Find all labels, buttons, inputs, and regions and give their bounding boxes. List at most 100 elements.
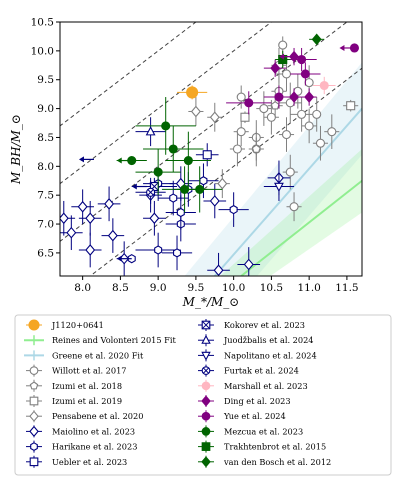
legend-label: Reines and Volonteri 2015 Fit — [52, 335, 176, 345]
data-point — [209, 111, 220, 124]
legend-label: Napolitano et al. 2024 — [224, 350, 317, 360]
data-point — [281, 69, 292, 79]
data-point — [315, 138, 326, 148]
x-tick-label: 8.5 — [112, 282, 129, 294]
data-point — [29, 425, 39, 437]
data-point — [201, 456, 211, 468]
fit-line — [240, 179, 362, 276]
data-point — [153, 167, 163, 177]
data-point — [259, 104, 269, 114]
data-points — [60, 33, 360, 276]
x-tick-label: 8.0 — [74, 282, 91, 294]
legend-label: Furtak et al. 2024 — [224, 366, 299, 376]
data-point — [312, 109, 322, 119]
data-point — [274, 182, 284, 193]
y-tick-label: 10.0 — [31, 45, 54, 57]
data-point — [201, 334, 211, 344]
y-tick-label: 7.5 — [37, 190, 54, 202]
data-point — [209, 195, 220, 207]
data-point — [107, 229, 118, 242]
data-point — [29, 366, 39, 375]
data-point — [201, 351, 211, 361]
data-point — [85, 244, 96, 256]
data-point — [190, 105, 201, 118]
dashed-line — [60, 22, 273, 185]
marker-cross — [202, 367, 210, 374]
legend-label: Greene et al. 2020 Fit — [52, 350, 144, 360]
limit-arrowhead — [131, 183, 137, 190]
dashed-line — [60, 22, 348, 242]
legend-label: Pensabene et al. 2020 — [52, 411, 143, 421]
legend-label: Izumi et al. 2019 — [52, 396, 122, 406]
data-point — [28, 319, 40, 331]
x-tick-label: 9.5 — [188, 282, 205, 294]
data-point — [232, 144, 242, 154]
data-point — [29, 381, 39, 390]
data-point — [201, 442, 211, 451]
data-point — [285, 167, 295, 177]
y-tick-label: 9.5 — [37, 74, 54, 86]
limit-arrowhead — [116, 255, 122, 262]
data-point — [251, 144, 261, 153]
y-tick-label: 6.5 — [37, 247, 54, 259]
data-point — [327, 127, 337, 137]
fit-line — [214, 107, 362, 276]
y-tick-label: 9.0 — [37, 103, 54, 115]
y-tick-label: 10.5 — [31, 17, 54, 29]
data-point — [195, 184, 205, 194]
legend-label: Maiolino et al. 2023 — [52, 426, 135, 436]
data-point — [149, 212, 160, 225]
data-point — [201, 395, 211, 407]
data-point — [236, 92, 246, 102]
data-point — [66, 226, 77, 239]
data-point — [266, 112, 276, 122]
x-axis-ticks: 8.0 8.5 9.0 9.5 10.0 10.5 11.0 11.5 — [74, 276, 359, 294]
legend-label: Ding et al. 2023 — [224, 396, 291, 406]
data-point — [29, 457, 39, 467]
data-point — [154, 245, 163, 255]
data-point — [176, 207, 185, 218]
data-point — [104, 197, 115, 210]
data-point — [229, 204, 238, 215]
data-point — [186, 86, 199, 99]
data-point — [201, 411, 211, 421]
data-point — [270, 62, 281, 75]
data-point — [168, 144, 178, 154]
data-point — [183, 155, 193, 166]
fit-band — [184, 62, 362, 276]
data-point — [201, 381, 211, 391]
plot-frame — [59, 21, 363, 277]
x-tick-label: 11.5 — [335, 282, 358, 294]
data-point — [29, 410, 39, 422]
data-point — [85, 212, 96, 225]
dashed-lines — [60, 22, 362, 276]
data-point — [304, 121, 314, 131]
legend-label: Uebler et al. 2023 — [52, 457, 127, 467]
data-point — [300, 69, 310, 79]
legend-label: Izumi et al. 2018 — [52, 381, 122, 391]
data-point — [173, 248, 182, 258]
legend-label: van den Bosch et al. 2012 — [223, 457, 331, 467]
y-tick-label: 7.0 — [37, 219, 54, 231]
y-axis-ticks: 6.5 7.0 7.5 8.0 8.5 9.0 9.5 10.0 10.5 — [31, 17, 60, 259]
data-point — [201, 427, 211, 436]
data-point — [346, 101, 356, 111]
data-point — [169, 193, 178, 203]
x-tick-label: 9.0 — [150, 282, 167, 294]
y-tick-label: 8.0 — [37, 161, 54, 173]
data-point — [274, 92, 284, 102]
fit-bands — [184, 62, 362, 276]
data-point — [240, 112, 250, 122]
x-tick-label: 11.0 — [297, 282, 320, 294]
legend-label: Willott et al. 2017 — [52, 366, 127, 376]
data-point — [319, 80, 329, 91]
marker-cross — [147, 189, 154, 196]
limit-arrowhead — [116, 157, 122, 164]
data-point — [304, 91, 315, 103]
data-point — [311, 33, 322, 46]
data-point — [270, 101, 280, 110]
data-point — [161, 121, 171, 131]
x-tick-label: 10.0 — [222, 282, 245, 294]
data-point — [199, 176, 208, 186]
